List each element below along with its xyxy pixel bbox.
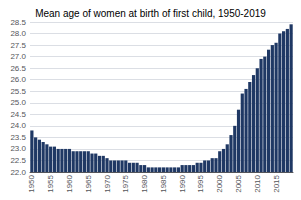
svg-text:26.5: 26.5 bbox=[10, 64, 26, 73]
svg-text:24.5: 24.5 bbox=[10, 110, 26, 119]
svg-text:27.5: 27.5 bbox=[10, 41, 26, 50]
svg-text:1985: 1985 bbox=[159, 174, 168, 192]
svg-text:Mean age of women at birth of: Mean age of women at birth of first chil… bbox=[35, 8, 266, 19]
svg-text:25.5: 25.5 bbox=[10, 87, 26, 96]
svg-text:1955: 1955 bbox=[46, 174, 55, 192]
svg-text:22.5: 22.5 bbox=[10, 156, 26, 165]
svg-text:25.0: 25.0 bbox=[10, 98, 26, 107]
svg-text:1990: 1990 bbox=[178, 174, 187, 192]
svg-text:1970: 1970 bbox=[103, 174, 112, 192]
svg-text:23.0: 23.0 bbox=[10, 144, 26, 153]
svg-text:2005: 2005 bbox=[234, 174, 243, 192]
svg-text:1995: 1995 bbox=[196, 174, 205, 192]
svg-text:23.5: 23.5 bbox=[10, 133, 26, 142]
svg-text:1965: 1965 bbox=[84, 174, 93, 192]
svg-text:1950: 1950 bbox=[27, 174, 36, 192]
svg-text:28.0: 28.0 bbox=[10, 29, 26, 38]
svg-text:2000: 2000 bbox=[215, 174, 224, 192]
svg-text:26.0: 26.0 bbox=[10, 75, 26, 84]
svg-text:24.0: 24.0 bbox=[10, 121, 26, 130]
svg-text:2015: 2015 bbox=[272, 174, 281, 192]
svg-text:28.5: 28.5 bbox=[10, 18, 26, 27]
svg-text:2010: 2010 bbox=[253, 174, 262, 192]
svg-text:1960: 1960 bbox=[65, 174, 74, 192]
svg-text:1975: 1975 bbox=[121, 174, 130, 192]
svg-text:22.0: 22.0 bbox=[10, 168, 26, 177]
svg-text:27.0: 27.0 bbox=[10, 52, 26, 61]
svg-text:1980: 1980 bbox=[140, 174, 149, 192]
